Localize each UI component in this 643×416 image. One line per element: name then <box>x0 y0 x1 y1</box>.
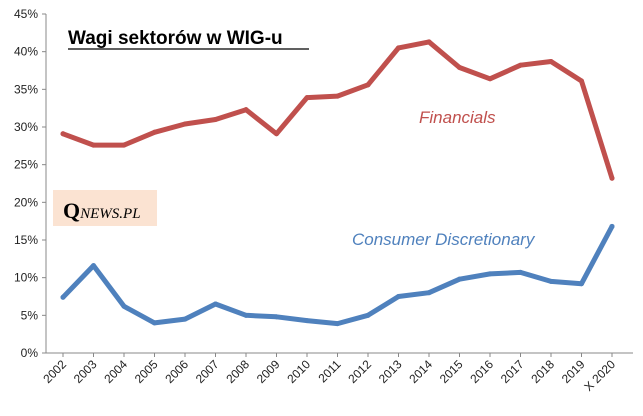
series-label-financials: Financials <box>419 108 496 127</box>
data-point <box>365 82 371 88</box>
x-tick-label: 2007 <box>193 357 222 386</box>
data-point <box>518 62 523 68</box>
data-point <box>304 318 310 324</box>
data-point <box>457 64 462 70</box>
data-point <box>518 269 523 275</box>
data-point <box>396 45 401 51</box>
chart-title: Wagi sektorów w WIG-u <box>68 28 283 49</box>
x-axis: 2002 2003 2004 2005 2006 2007 2008 2009 2010 2011… <box>40 352 633 394</box>
x-tick-label: 2015 <box>437 357 466 386</box>
data-point <box>335 93 340 99</box>
data-point <box>548 278 554 284</box>
y-tick-label: 20% <box>14 195 38 209</box>
data-point <box>487 76 493 82</box>
x-tick-label: X 2020 <box>581 357 618 394</box>
data-point <box>548 58 554 64</box>
data-point <box>487 271 493 277</box>
x-tick-label: 2002 <box>40 357 69 386</box>
y-tick-label: 0% <box>21 346 39 360</box>
data-point <box>304 95 310 101</box>
data-point <box>243 107 249 113</box>
data-point <box>335 321 340 327</box>
data-point <box>365 312 371 318</box>
logo-background <box>53 190 157 226</box>
data-point <box>457 276 462 282</box>
x-tick-label: 2018 <box>528 357 557 386</box>
data-point <box>609 223 615 229</box>
x-tick-label: 2012 <box>345 357 374 386</box>
data-point <box>609 175 615 181</box>
series-label-consumer-discretionary: Consumer Discretionary <box>352 230 536 249</box>
logo-q: Q <box>63 198 80 223</box>
data-point <box>274 314 279 320</box>
data-point <box>152 129 157 135</box>
data-point <box>396 294 401 299</box>
logo-text: QNEWS.PL <box>63 198 141 223</box>
data-point <box>60 294 66 300</box>
x-tick-label: 2010 <box>284 357 313 386</box>
data-point <box>182 316 188 322</box>
x-tick-label: 2008 <box>223 357 252 386</box>
y-tick-label: 15% <box>14 233 38 247</box>
data-point <box>91 142 96 148</box>
y-tick-label: 5% <box>21 308 39 322</box>
data-point <box>121 142 127 148</box>
data-point <box>243 312 249 318</box>
y-tick-label: 40% <box>14 45 38 59</box>
x-tick-label: 2017 <box>498 357 527 386</box>
logo-badge: QNEWS.PL <box>53 190 157 226</box>
data-point <box>182 121 188 127</box>
x-tick-label: 2009 <box>254 357 283 386</box>
data-point <box>213 301 218 307</box>
data-point <box>121 303 127 309</box>
x-tick-label: 2003 <box>71 357 100 386</box>
x-tick-label: 2006 <box>162 357 191 386</box>
y-tick-label: 30% <box>14 120 38 134</box>
x-tick-label: 2016 <box>467 357 496 386</box>
y-tick-label: 25% <box>14 158 38 172</box>
data-point <box>579 281 584 287</box>
series-line-financials <box>60 39 615 181</box>
data-point <box>91 263 96 269</box>
x-tick-label: 2005 <box>132 357 161 386</box>
data-point <box>152 320 157 326</box>
y-axis: 0% 5% 10% 15% 20% 25% 30% 35% 40% 45% <box>14 7 47 360</box>
y-tick-label: 45% <box>14 7 38 21</box>
logo-rest: NEWS.PL <box>79 206 140 222</box>
series-layer <box>60 39 615 327</box>
data-point <box>60 131 66 137</box>
y-tick-label: 10% <box>14 271 38 285</box>
x-tick-label: 2013 <box>376 357 405 386</box>
data-point <box>426 290 432 296</box>
data-point <box>213 116 218 122</box>
y-tick-label: 35% <box>14 82 38 96</box>
x-tick-label: 2004 <box>101 357 130 386</box>
data-point <box>274 131 279 137</box>
x-tick-label: 2011 <box>315 357 343 385</box>
x-tick-label: 2014 <box>406 357 435 386</box>
data-point <box>426 39 432 45</box>
data-point <box>579 78 584 84</box>
